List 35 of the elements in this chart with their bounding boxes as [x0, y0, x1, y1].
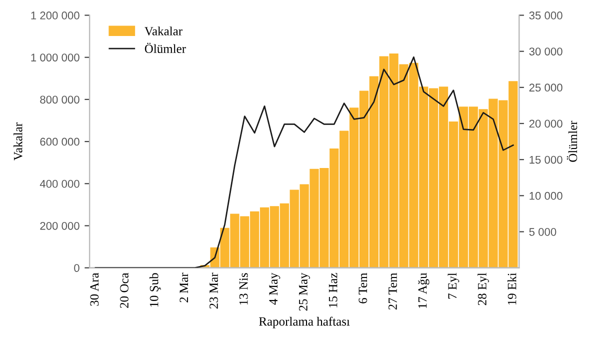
x-tick-label: 30 Ara [90, 272, 99, 306]
y2-tick-label: 35 000 [529, 12, 562, 20]
y2-tick-label: 30 000 [529, 48, 562, 56]
y2-tick-label: 5 000 [529, 228, 556, 236]
y-tick-label: 1 200 000 [31, 12, 80, 20]
y2-tick-label: 10 000 [530, 192, 562, 200]
y-tick-label: 200 000 [40, 222, 80, 230]
y-tick-label: 0 [74, 264, 80, 272]
x-tick-label: 27 Tem [388, 272, 397, 310]
x-tick-label: 2 Mar [180, 272, 188, 302]
y-tick-label: 800 000 [40, 96, 80, 104]
x-tick-label: 23 Mar [210, 272, 218, 309]
x-axis-title: Raporlama haftası [259, 316, 350, 328]
x-tick-label: 19 Eki [507, 272, 516, 305]
y2-tick-label: 25 000 [529, 84, 562, 92]
x-tick-label: 15 Haz [328, 273, 338, 308]
x-tick-label: 7 Eyl [448, 272, 460, 299]
legend-label: Vakalar [144, 26, 182, 36]
x-tick-label: 17 Ağu [418, 272, 430, 308]
y2-tick-label: 20 000 [529, 120, 562, 128]
x-tick-label: 10 Şub [150, 273, 161, 307]
x-tick-label: 20 Oca [120, 272, 128, 308]
x-tick-label: 28 Eyl [478, 272, 489, 306]
legend-label: Ölümler [144, 42, 186, 54]
x-tick-label: 4 May [269, 272, 280, 305]
y2-axis-title: Ölümler [566, 120, 578, 162]
line-series [94, 56, 514, 268]
y2-tick-label: 15 000 [530, 156, 562, 164]
y-axis-title: Vakalar [14, 122, 22, 160]
y-tick-label: 400 000 [40, 180, 80, 188]
x-tick-label: 25 May [299, 272, 310, 311]
x-tick-label: 6 Tem [358, 272, 368, 304]
y-tick-label: 600 000 [40, 138, 80, 146]
y-tick-label: 1 000 000 [31, 54, 80, 62]
x-tick-label: 13 Nis [239, 273, 248, 305]
